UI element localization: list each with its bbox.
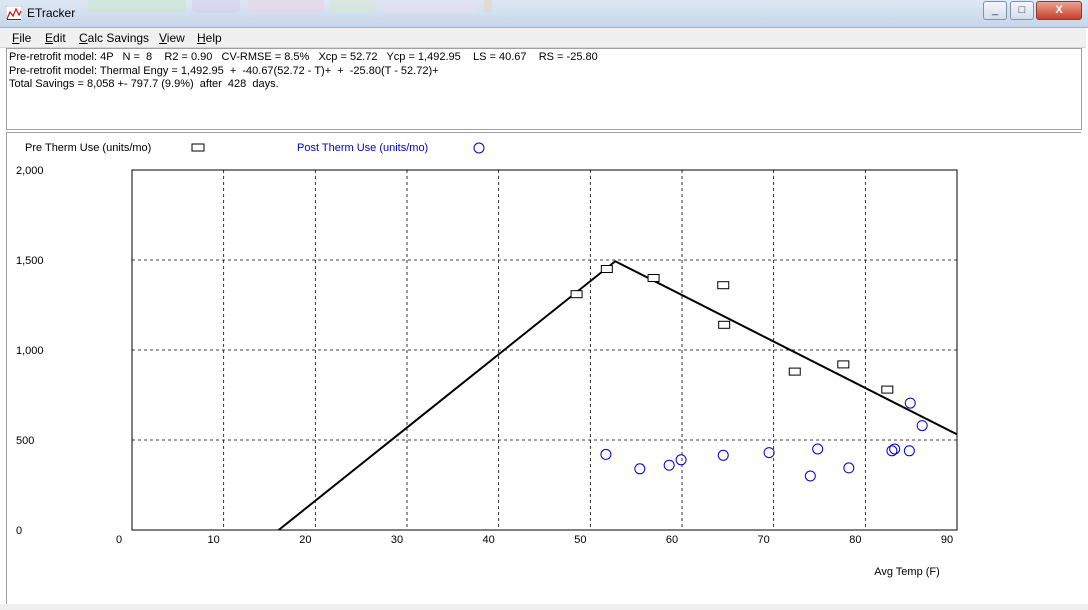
pre-data-point — [718, 320, 731, 329]
y-tick-label: 1,000 — [16, 345, 44, 357]
ghost-tab — [484, 0, 492, 13]
post-data-point — [763, 447, 775, 459]
post-data-point — [717, 449, 729, 461]
etracker-app-icon — [6, 6, 22, 21]
y-tick-label: 1,500 — [16, 255, 44, 267]
menu-calc-savings[interactable]: Calc Savings — [79, 31, 150, 45]
y-tick-label: 2,000 — [16, 165, 44, 177]
y-tick-label: 500 — [16, 435, 34, 447]
pre-data-point — [788, 367, 801, 376]
x-tick-label: 40 — [483, 534, 495, 546]
ghost-tab — [330, 0, 376, 13]
pre-data-point — [881, 385, 894, 394]
pre-data-point — [647, 274, 660, 282]
post-data-point — [600, 448, 612, 460]
legend-label-pre: Pre Therm Use (units/mo) — [25, 142, 151, 154]
post-data-point — [663, 459, 675, 471]
window-title: ETracker — [27, 6, 76, 20]
maximize-button[interactable]: □ — [1010, 1, 1034, 20]
post-data-point — [903, 445, 915, 457]
model-fit-line — [278, 260, 957, 530]
pre-data-point — [837, 360, 850, 369]
window-bottom-border — [0, 604, 1088, 610]
x-tick-label: 60 — [666, 534, 678, 546]
pre-data-point — [600, 265, 613, 273]
post-data-point — [889, 443, 901, 455]
pre-data-point — [717, 281, 730, 290]
menu-edit[interactable]: Edit — [45, 31, 66, 45]
ghost-tab — [88, 0, 186, 13]
post-data-point — [904, 397, 916, 409]
post-data-point — [804, 470, 816, 482]
ghost-tab — [248, 0, 324, 13]
close-button[interactable]: X — [1036, 1, 1082, 20]
legend-marker-circle — [473, 142, 485, 154]
title-bar: ETracker _ □ X — [0, 0, 1088, 28]
x-tick-label: 70 — [758, 534, 770, 546]
post-data-point — [916, 420, 928, 432]
x-tick-label: 90 — [941, 534, 953, 546]
post-data-point — [634, 463, 646, 475]
post-data-point — [886, 445, 898, 457]
post-data-point — [675, 454, 687, 466]
ghost-tab — [192, 0, 240, 13]
model-equation-line: Pre-retrofit model: Thermal Engy = 1,492… — [9, 65, 439, 77]
pre-data-point — [570, 290, 583, 299]
plot-area-border — [131, 169, 958, 531]
model-stats-line: Pre-retrofit model: 4P N = 8 R2 = 0.90 C… — [9, 51, 598, 63]
x-tick-label: 80 — [849, 534, 861, 546]
x-tick-label: 50 — [574, 534, 586, 546]
legend-label-post: Post Therm Use (units/mo) — [297, 142, 428, 154]
x-tick-label: 20 — [299, 534, 311, 546]
total-savings-line: Total Savings = 8,058 +- 797.7 (9.9%) af… — [9, 78, 279, 90]
post-data-point — [812, 443, 824, 455]
menu-view[interactable]: View — [159, 31, 185, 45]
ghost-tab — [382, 0, 478, 13]
post-data-point — [843, 462, 855, 474]
menu-file[interactable]: File — [12, 31, 32, 45]
model-summary-panel: Pre-retrofit model: 4P N = 8 R2 = 0.90 C… — [6, 48, 1082, 130]
x-tick-label: 30 — [391, 534, 403, 546]
menu-bar: File Edit Calc Savings View Help — [0, 28, 1086, 48]
x-tick-label: 10 — [208, 534, 220, 546]
minimize-button[interactable]: _ — [983, 1, 1007, 20]
x-axis-title: Avg Temp (F) — [874, 566, 940, 578]
menu-help[interactable]: Help — [197, 31, 222, 45]
y-tick-label: 0 — [16, 525, 22, 537]
legend-marker-square — [191, 143, 205, 152]
x-tick-label: 0 — [116, 534, 122, 546]
